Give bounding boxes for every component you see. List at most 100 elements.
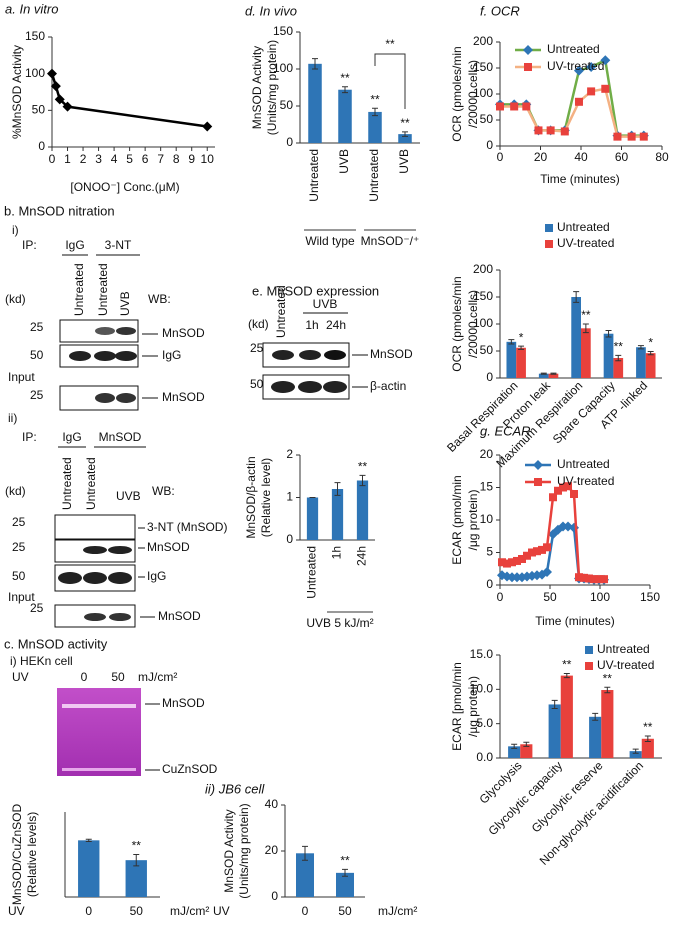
lane-label: UVB: [116, 489, 141, 503]
y-tick-label: 150: [473, 289, 493, 303]
data-point: [554, 486, 562, 495]
significance: **: [400, 116, 410, 130]
gel-band: [62, 704, 136, 708]
blot-band: [94, 351, 116, 361]
legend-swatch: [585, 662, 593, 670]
significance: *: [519, 330, 524, 344]
x-tick-label: 24h: [355, 546, 369, 566]
x-tick-label: Glycolytic reserve: [529, 758, 606, 835]
band-label: MnSOD: [162, 696, 205, 710]
data-point: [543, 543, 551, 552]
error-bar: [523, 741, 530, 747]
bar: [520, 744, 533, 758]
blot-band: [116, 327, 136, 335]
bar: [338, 89, 352, 143]
error-bar: [573, 291, 580, 303]
error-bar: [359, 474, 366, 487]
chart-title: a. In vitro: [5, 1, 58, 16]
bar: [306, 497, 319, 540]
data-point: [585, 574, 593, 583]
band-label: CuZnSOD: [162, 762, 218, 776]
y-tick-label: 50: [32, 103, 46, 117]
bar: [506, 341, 517, 378]
blot: [54, 514, 136, 540]
legend-label: UV-treated: [597, 658, 654, 672]
bar: [516, 347, 526, 378]
x-tick-label: Untreated: [307, 149, 321, 202]
input-label: Input: [8, 590, 35, 604]
x-tick-label: 3: [95, 152, 102, 166]
blot-band: [84, 613, 106, 621]
error-bar: [647, 351, 654, 356]
blot-band: [69, 351, 91, 361]
error-bar: [85, 838, 92, 842]
y-axis-label: /µg protein): [466, 676, 480, 737]
legend-marker: [523, 45, 533, 55]
data-point: [549, 493, 557, 502]
data-point: [574, 97, 583, 106]
bracket: [374, 53, 406, 109]
x-tick-label: 50: [338, 904, 352, 918]
axis-name: UV: [213, 904, 230, 918]
ip-group: IgG: [62, 430, 81, 444]
significance: **: [643, 720, 653, 734]
y-axis-label: ECAR [pmol/min: [450, 662, 464, 751]
blot-band: [108, 546, 132, 554]
blot-band: [95, 327, 115, 335]
y-tick-label: 100: [25, 66, 45, 80]
chart-title: f. OCR: [480, 3, 520, 18]
error-bar: [133, 854, 140, 867]
legend-marker: [533, 460, 543, 470]
data-point: [559, 483, 567, 492]
y-tick-label: 50: [480, 343, 494, 357]
y-axis-label: /μg protein): [466, 490, 480, 551]
bar: [589, 716, 602, 758]
data-point: [587, 87, 596, 96]
significance: *: [648, 336, 653, 350]
y-tick-label: 40: [265, 797, 279, 811]
x-axis-label: [ONOO⁻] Conc.(μM): [70, 180, 179, 194]
blot: [59, 344, 139, 368]
data-point: [570, 490, 578, 498]
bracket-label: **: [385, 37, 395, 51]
panel-title: b. MnSOD nitration: [4, 203, 115, 218]
error-bar: [402, 131, 408, 137]
kd-marker: 25: [12, 515, 26, 529]
y-axis-label: %MnSOD Activity: [10, 45, 24, 139]
bar: [356, 480, 369, 540]
bar: [603, 333, 614, 378]
error-bar: [632, 748, 639, 754]
sub-label: ii): [8, 411, 17, 425]
uv-label: UV: [12, 670, 29, 684]
data-point: [522, 102, 531, 111]
y-tick-label: 5.0: [476, 716, 493, 730]
x-tick-label: 100: [590, 590, 610, 604]
sub-label: i) HEKn cell: [10, 654, 73, 668]
error-bar: [592, 712, 599, 721]
legend-label: UV-treated: [547, 59, 604, 73]
data-point: [534, 126, 543, 135]
error-bar: [508, 339, 515, 345]
data-point: [542, 567, 552, 577]
bar: [645, 353, 656, 378]
error-bar: [637, 345, 644, 350]
x-tick-label: 20: [534, 150, 548, 164]
significance: **: [370, 92, 380, 106]
x-tick-label: Glycolytic capacity: [485, 758, 565, 838]
wb-label: WB:: [148, 292, 171, 306]
sub-label: i): [12, 223, 19, 237]
x-tick-label: 8: [173, 152, 180, 166]
legend-label: UV-treated: [557, 236, 614, 250]
gel: [57, 688, 141, 776]
blot-band: [298, 381, 322, 393]
ip-group: MnSOD: [99, 430, 142, 444]
data-point: [202, 121, 213, 132]
group-label: MnSOD⁻/⁺: [361, 234, 420, 248]
y-axis-label: /20000 cells): [466, 60, 480, 128]
legend-label: Untreated: [557, 220, 610, 234]
data-point: [54, 94, 65, 105]
bar: [560, 675, 573, 758]
data-point: [50, 81, 61, 92]
bar: [398, 134, 412, 143]
blot: [54, 539, 136, 563]
